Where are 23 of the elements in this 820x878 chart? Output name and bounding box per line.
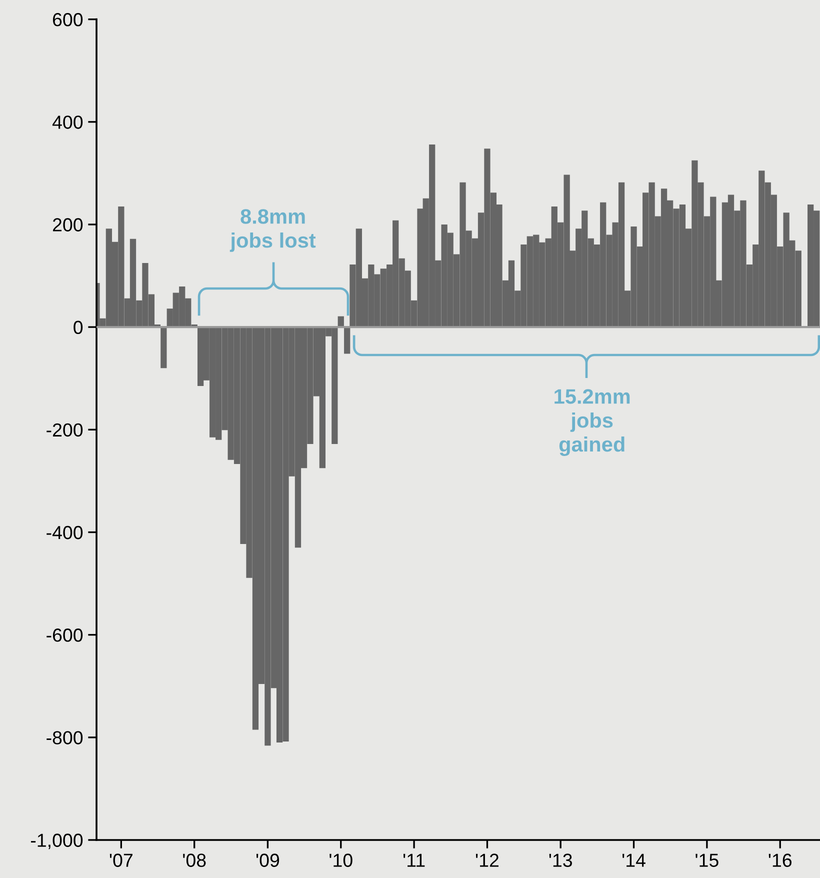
annotation: 15.2mm jobs gained bbox=[554, 389, 630, 456]
x-tick-label: '14 bbox=[622, 854, 646, 867]
x-tick-label: '07 bbox=[110, 854, 132, 867]
x-tick-label: '09 bbox=[256, 854, 280, 867]
y-tick-label: 200 bbox=[52, 218, 83, 232]
y-tick-label: -1,000 bbox=[30, 834, 83, 850]
x-tick-label: '11 bbox=[403, 854, 425, 867]
annotation: 8.8mm jobs lost bbox=[230, 209, 316, 252]
y-tick-label: 0 bbox=[74, 320, 83, 334]
x-tick-label: '10 bbox=[330, 854, 352, 867]
bar bbox=[344, 327, 350, 354]
y-tick-label: -200 bbox=[46, 423, 83, 437]
y-tick-label: 400 bbox=[52, 116, 83, 129]
x-tick-label: '13 bbox=[549, 854, 572, 867]
y-tick-label: -800 bbox=[46, 731, 83, 744]
y-tick-label: -400 bbox=[46, 526, 83, 540]
x-tick-label: '15 bbox=[696, 854, 718, 867]
y-tick-label: -600 bbox=[46, 628, 83, 642]
x-tick-label: '12 bbox=[476, 854, 498, 867]
x-tick-label: '16 bbox=[768, 854, 792, 867]
y-tick-label: 600 bbox=[52, 13, 83, 26]
x-tick-label: '08 bbox=[183, 854, 206, 867]
bar bbox=[160, 327, 167, 368]
